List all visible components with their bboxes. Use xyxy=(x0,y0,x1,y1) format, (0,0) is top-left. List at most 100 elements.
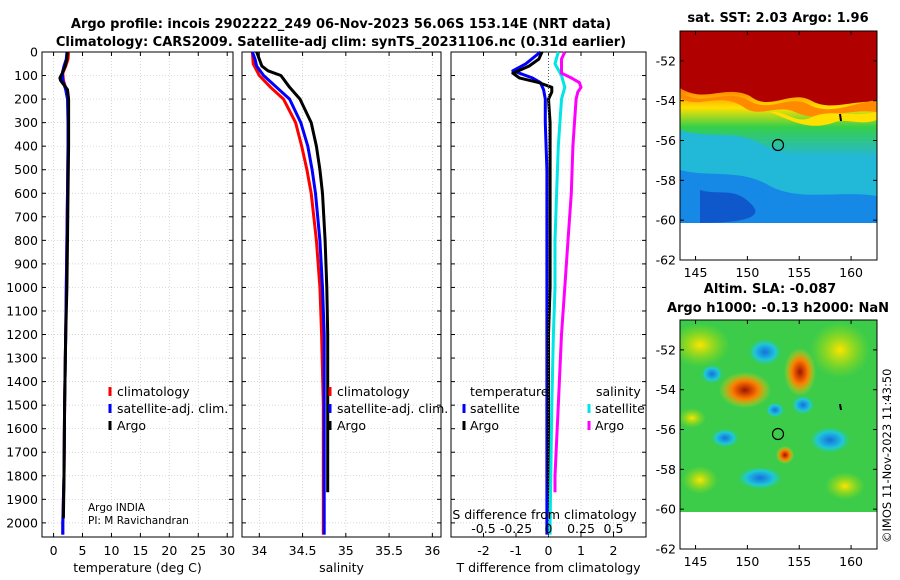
sla-argo-marker xyxy=(771,427,785,441)
secondary-x-tick-label: 0.5 xyxy=(604,521,624,536)
x-tick-label: 1 xyxy=(577,543,585,558)
y-tick-label: 1200 xyxy=(6,327,38,342)
sla-float-trail xyxy=(839,403,842,411)
map-x-tick-label: 150 xyxy=(735,265,759,280)
difference-panel: -2 -1 0 1 2 T difference from climatology S di… xyxy=(450,50,647,575)
map-x-tick-label: 150 xyxy=(735,554,759,569)
sst-argo-marker xyxy=(771,138,785,152)
sla-map-field xyxy=(680,320,877,512)
secondary-x-tick-label: -0.25 xyxy=(500,521,532,536)
y-tick-label: 300 xyxy=(14,115,38,130)
y-tick-label: 1400 xyxy=(6,374,38,389)
secondary-x-tick-label: -0.5 xyxy=(471,521,495,536)
sla-map-title: Altim. SLA: -0.087 xyxy=(704,282,836,297)
x-tick-label: 34.5 xyxy=(289,543,317,558)
panel-frame xyxy=(241,51,442,538)
legend-label: satellite-adj. clim. xyxy=(337,401,448,416)
series-line-argo xyxy=(255,51,330,493)
legend-title-salinity: salinity xyxy=(596,384,641,399)
legend-label: satellite xyxy=(595,401,645,416)
y-tick-label: 1000 xyxy=(6,280,38,295)
sst-map-axes: -52 -54 -56 -58 -60 -62 145 150 155 160 xyxy=(656,30,878,280)
x-axis-label: T difference from climatology xyxy=(455,560,641,575)
map-y-tick-label: -56 xyxy=(656,133,676,148)
sst-float-trail xyxy=(839,113,842,122)
y-tick-label: 600 xyxy=(14,186,38,201)
map-y-tick-label: -62 xyxy=(656,542,676,557)
y-tick-label: 1800 xyxy=(6,468,38,483)
x-tick-label: 25 xyxy=(190,543,206,558)
map-y-tick-label: -54 xyxy=(656,93,676,108)
secondary-x-axis-label: S difference from climatology xyxy=(452,507,637,522)
legend-label: climatology xyxy=(117,384,190,399)
x-tick-label: 35.5 xyxy=(375,543,403,558)
argo-info-program: Argo INDIA xyxy=(88,502,146,514)
x-axis-label: temperature (deg C) xyxy=(73,560,202,575)
map-frame xyxy=(679,30,878,261)
x-axis-label: salinity xyxy=(319,560,364,575)
legend-label: Argo xyxy=(470,418,499,433)
y-tick-label: 1900 xyxy=(6,492,38,507)
y-tick-label: 1100 xyxy=(6,303,38,318)
x-tick-label: 15 xyxy=(132,543,148,558)
legend-label: Argo xyxy=(337,418,366,433)
map-y-tick-label: -54 xyxy=(656,382,676,397)
series-line-satellite-adj-clim- xyxy=(250,51,326,535)
map-y-tick-label: -60 xyxy=(656,213,676,228)
y-tick-label: 2000 xyxy=(6,515,38,530)
panel-frame xyxy=(41,51,234,538)
y-tick-label: 500 xyxy=(14,162,38,177)
secondary-x-tick-label: 0.25 xyxy=(567,521,595,536)
legend-title-temperature: temperature xyxy=(470,384,549,399)
y-tick-label: 800 xyxy=(14,233,38,248)
legend-label: satellite-adj. clim. xyxy=(117,401,228,416)
x-tick-label: 0 xyxy=(545,543,553,558)
series-line-s-argo xyxy=(553,51,583,493)
y-tick-label: 900 xyxy=(14,256,38,271)
legend-label: Argo xyxy=(595,418,624,433)
y-tick-label: 1500 xyxy=(6,398,38,413)
x-tick-label: 30 xyxy=(219,543,235,558)
map-x-tick-label: 145 xyxy=(684,554,708,569)
x-tick-label: 20 xyxy=(161,543,177,558)
temperature-panel: 0100200300400500600700800900100011001200… xyxy=(6,45,235,576)
map-frame xyxy=(679,319,878,550)
sla-map-subtitle: Argo h1000: -0.13 h2000: NaN xyxy=(667,301,889,316)
series-line-t-satellite xyxy=(511,50,549,535)
x-tick-label: 2 xyxy=(610,543,618,558)
x-tick-label: 10 xyxy=(104,543,120,558)
legend-label: Argo xyxy=(117,418,146,433)
x-tick-label: -2 xyxy=(477,543,489,558)
salinity-panel: 34 34.5 35 35.5 36 salinity climatology satelli… xyxy=(241,51,448,575)
y-tick-label: 400 xyxy=(14,139,38,154)
figure-title-line2: Climatology: CARS2009. Satellite-adj cli… xyxy=(56,35,626,50)
sla-map-axes: -52 -54 -56 -58 -60 -62 145 150 155 160 xyxy=(656,319,878,569)
series-line-argo xyxy=(58,51,71,519)
map-y-tick-label: -58 xyxy=(656,173,676,188)
x-tick-label: 35 xyxy=(338,543,354,558)
map-y-tick-label: -62 xyxy=(656,253,676,268)
secondary-x-tick-label: 0 xyxy=(545,521,553,536)
y-tick-label: 1700 xyxy=(6,445,38,460)
x-tick-label: 34 xyxy=(251,543,267,558)
map-x-tick-label: 160 xyxy=(839,554,863,569)
map-x-tick-label: 145 xyxy=(684,265,708,280)
y-tick-label: 700 xyxy=(14,209,38,224)
figure-title-line1: Argo profile: incois 2902222_249 06-Nov-… xyxy=(71,17,611,32)
footer-stamp: ©IMOS 11-Nov-2023 11:43:50 xyxy=(880,369,894,543)
map-y-tick-label: -56 xyxy=(656,422,676,437)
x-tick-label: -1 xyxy=(510,543,522,558)
map-x-tick-label: 155 xyxy=(787,554,811,569)
x-tick-label: 5 xyxy=(79,543,87,558)
map-y-tick-label: -60 xyxy=(656,502,676,517)
y-tick-label: 1600 xyxy=(6,421,38,436)
map-y-tick-label: -52 xyxy=(656,53,676,68)
map-y-tick-label: -58 xyxy=(656,462,676,477)
y-tick-label: 100 xyxy=(14,68,38,83)
argo-info-pi: PI: M Ravichandran xyxy=(88,515,189,527)
x-tick-label: 36 xyxy=(424,543,440,558)
legend-label: satellite xyxy=(470,401,520,416)
series-line-s-satellite xyxy=(548,51,567,535)
y-tick-label: 200 xyxy=(14,92,38,107)
